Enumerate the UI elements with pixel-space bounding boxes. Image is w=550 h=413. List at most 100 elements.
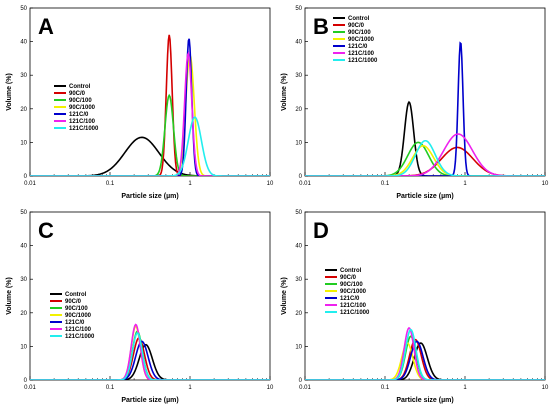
x-axis-title: Particle size (µm)	[396, 193, 453, 200]
y-tick-label: 30	[295, 277, 302, 283]
series-line-121c-1000	[305, 139, 545, 176]
y-tick-label: 40	[295, 40, 302, 46]
legend-label: 121C/1000	[340, 310, 370, 316]
x-tick-label: 10	[267, 181, 274, 187]
y-tick-label: 10	[20, 140, 27, 146]
x-tick-label: 10	[542, 181, 549, 187]
legend-label: Control	[65, 292, 87, 298]
x-axis-title: Particle size (µm)	[121, 397, 178, 404]
legend-label: 90C/100	[65, 306, 88, 312]
y-tick-label: 50	[295, 210, 302, 216]
y-tick-label: 0	[299, 174, 303, 180]
legend-label: Control	[340, 268, 362, 274]
series-line-121c-1000	[30, 332, 270, 380]
y-tick-label: 40	[20, 244, 27, 250]
plot-frame	[304, 7, 546, 177]
legend-label: 90C/100	[348, 30, 371, 36]
series-line-90c-0	[30, 337, 270, 380]
x-tick-label: 10	[267, 385, 274, 391]
y-tick-label: 20	[295, 311, 302, 317]
series-line-121c-0	[305, 41, 545, 176]
y-tick-label: 20	[20, 107, 27, 113]
legend: Control90C/090C/10090C/1000121C/0121C/10…	[54, 84, 99, 132]
y-tick-label: 10	[20, 344, 27, 350]
legend-label: 90C/1000	[340, 289, 367, 295]
legend-label: 121C/0	[340, 296, 360, 302]
legend-label: 121C/0	[348, 44, 368, 50]
y-axis-title: Volume (%)	[281, 73, 288, 111]
legend-label: 90C/1000	[348, 37, 375, 43]
series-line-90c-1000	[305, 144, 545, 176]
legend-label: Control	[348, 16, 370, 22]
legend-label: 90C/100	[69, 98, 92, 104]
x-tick-label: 1	[463, 385, 467, 391]
x-tick-label: 0.1	[106, 181, 115, 187]
x-tick-label: 0.01	[24, 385, 36, 391]
series-line-121c-1000	[30, 116, 270, 176]
legend: Control90C/090C/10090C/1000121C/0121C/10…	[50, 292, 95, 340]
y-tick-label: 20	[20, 311, 27, 317]
series-line-90c-100	[305, 335, 545, 380]
legend-label: 90C/100	[340, 282, 363, 288]
series-line-control	[30, 136, 270, 176]
y-tick-label: 10	[295, 344, 302, 350]
panel-letter: A	[38, 14, 54, 39]
y-tick-label: 10	[295, 140, 302, 146]
x-tick-label: 10	[542, 385, 549, 391]
series-line-121c-0	[305, 340, 545, 380]
y-axis-title: Volume (%)	[6, 73, 13, 111]
legend-label: 121C/1000	[65, 334, 95, 340]
y-tick-label: 40	[20, 40, 27, 46]
legend-label: 121C/0	[69, 112, 89, 118]
series-line-121c-0	[30, 340, 270, 380]
x-tick-label: 0.01	[24, 181, 36, 187]
y-tick-label: 30	[20, 277, 27, 283]
legend-label: 121C/1000	[348, 58, 378, 64]
y-axis-title: Volume (%)	[281, 277, 288, 315]
legend-label: 90C/0	[340, 275, 357, 281]
legend-label: 121C/100	[348, 51, 375, 57]
panel-a: 0 10 20 30 40 50 0.01 0.1 1 10 Particle size (µm) V…	[6, 6, 274, 200]
series-line-90c-0	[30, 34, 270, 176]
y-tick-label: 50	[295, 6, 302, 12]
y-tick-label: 50	[20, 6, 27, 12]
y-axis-title: Volume (%)	[6, 277, 13, 315]
legend-label: 90C/0	[65, 299, 82, 305]
y-tick-label: 50	[20, 210, 27, 216]
y-tick-label: 0	[24, 174, 28, 180]
x-tick-label: 1	[188, 385, 192, 391]
x-tick-label: 0.1	[106, 385, 115, 391]
legend-label: 90C/1000	[65, 313, 92, 319]
x-axis-title: Particle size (µm)	[121, 193, 178, 200]
legend-label: 121C/100	[65, 327, 92, 333]
legend: Control90C/090C/10090C/1000121C/0121C/10…	[333, 16, 378, 64]
legend-label: 90C/0	[348, 23, 365, 29]
y-tick-label: 0	[24, 378, 28, 384]
legend-label: Control	[69, 84, 91, 90]
legend-label: 90C/0	[69, 91, 86, 97]
series-line-90c-100	[305, 141, 545, 176]
series-line-control	[305, 342, 545, 380]
series-line-control	[305, 100, 545, 176]
panel-c: 0 10 20 30 40 50 0.01 0.1 1 10 Particle size (µm) V…	[6, 210, 274, 404]
series-line-control	[30, 343, 270, 380]
x-tick-label: 1	[463, 181, 467, 187]
y-tick-label: 0	[299, 378, 303, 384]
y-tick-label: 30	[295, 73, 302, 79]
x-tick-label: 0.01	[299, 181, 311, 187]
legend-label: 121C/1000	[69, 126, 99, 132]
panel-letter: B	[313, 14, 329, 39]
series-line-90c-0	[305, 146, 545, 176]
panel-b: 0 10 20 30 40 50 0.01 0.1 1 10 Particle size (µm) V…	[281, 6, 549, 200]
panel-d: 0 10 20 30 40 50 0.01 0.1 1 10 Particle size (µm) V…	[281, 210, 549, 404]
panel-letter: D	[313, 218, 329, 243]
x-tick-label: 0.1	[381, 181, 390, 187]
series-line-121c-100	[30, 323, 270, 380]
y-tick-label: 40	[295, 244, 302, 250]
x-axis-title: Particle size (µm)	[396, 397, 453, 404]
series-line-90c-1000	[30, 52, 270, 176]
series-line-121c-100	[305, 326, 545, 380]
x-tick-label: 0.01	[299, 385, 311, 391]
x-tick-label: 1	[188, 181, 192, 187]
